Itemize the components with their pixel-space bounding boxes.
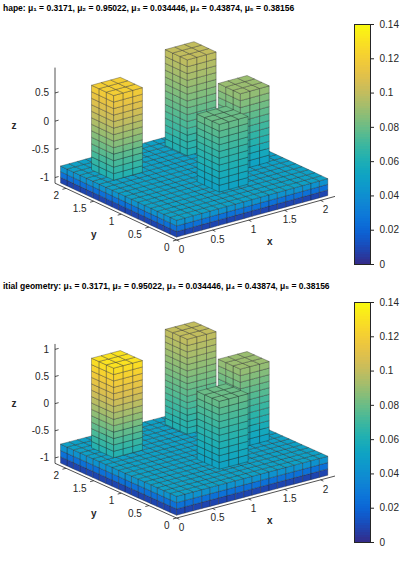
svg-text:0.06: 0.06 [380, 434, 400, 445]
svg-text:0.5: 0.5 [35, 371, 49, 382]
svg-text:1: 1 [43, 344, 49, 355]
svg-text:0: 0 [179, 522, 185, 533]
svg-text:0: 0 [164, 242, 170, 253]
svg-text:-1: -1 [40, 452, 49, 463]
svg-text:2: 2 [323, 204, 329, 215]
svg-text:0.04: 0.04 [380, 190, 400, 201]
svg-text:0: 0 [164, 520, 170, 531]
svg-text:2: 2 [53, 470, 59, 481]
svg-text:2: 2 [53, 190, 59, 201]
svg-text:y: y [91, 229, 97, 240]
svg-text:-1: -1 [40, 172, 49, 183]
svg-text:0.08: 0.08 [380, 400, 400, 411]
svg-text:0: 0 [380, 537, 386, 548]
svg-text:0.04: 0.04 [380, 468, 400, 479]
svg-text:0.5: 0.5 [128, 229, 142, 240]
svg-text:y: y [91, 508, 97, 519]
svg-text:0.5: 0.5 [35, 87, 49, 98]
svg-text:z: z [12, 398, 17, 409]
svg-text:0.06: 0.06 [380, 156, 400, 167]
svg-text:1.5: 1.5 [73, 483, 87, 494]
svg-text:hape: μ₁ = 0.3171, μ₂ = 0.9502: hape: μ₁ = 0.3171, μ₂ = 0.95022, μ₃ = 0.… [3, 3, 294, 13]
svg-text:1: 1 [109, 216, 115, 227]
svg-text:0.5: 0.5 [211, 234, 225, 245]
svg-text:1: 1 [109, 495, 115, 506]
svg-text:0: 0 [43, 116, 49, 127]
svg-text:0.14: 0.14 [380, 297, 400, 308]
svg-text:-0.5: -0.5 [32, 144, 50, 155]
svg-text:0.5: 0.5 [128, 508, 142, 519]
svg-text:0: 0 [43, 398, 49, 409]
svg-text:0: 0 [380, 259, 386, 270]
svg-text:0.12: 0.12 [380, 53, 400, 64]
svg-text:z: z [12, 120, 17, 131]
svg-text:1.5: 1.5 [283, 493, 297, 504]
svg-text:0.14: 0.14 [380, 19, 400, 30]
svg-text:0.02: 0.02 [380, 224, 400, 235]
svg-text:x: x [267, 236, 273, 247]
svg-text:itial geometry: μ₁ = 0.3171, μ: itial geometry: μ₁ = 0.3171, μ₂ = 0.9502… [3, 281, 330, 291]
svg-text:1.5: 1.5 [283, 214, 297, 225]
svg-text:0: 0 [179, 244, 185, 255]
svg-text:-0.5: -0.5 [32, 425, 50, 436]
svg-text:1: 1 [251, 224, 257, 235]
svg-text:0.1: 0.1 [380, 87, 394, 98]
svg-text:0.02: 0.02 [380, 502, 400, 513]
svg-text:0.1: 0.1 [380, 365, 394, 376]
svg-text:0.12: 0.12 [380, 331, 400, 342]
svg-text:2: 2 [323, 484, 329, 495]
svg-text:1.5: 1.5 [73, 203, 87, 214]
svg-text:0.08: 0.08 [380, 122, 400, 133]
svg-text:1: 1 [251, 503, 257, 514]
svg-text:0.5: 0.5 [211, 512, 225, 523]
svg-text:x: x [267, 515, 273, 526]
